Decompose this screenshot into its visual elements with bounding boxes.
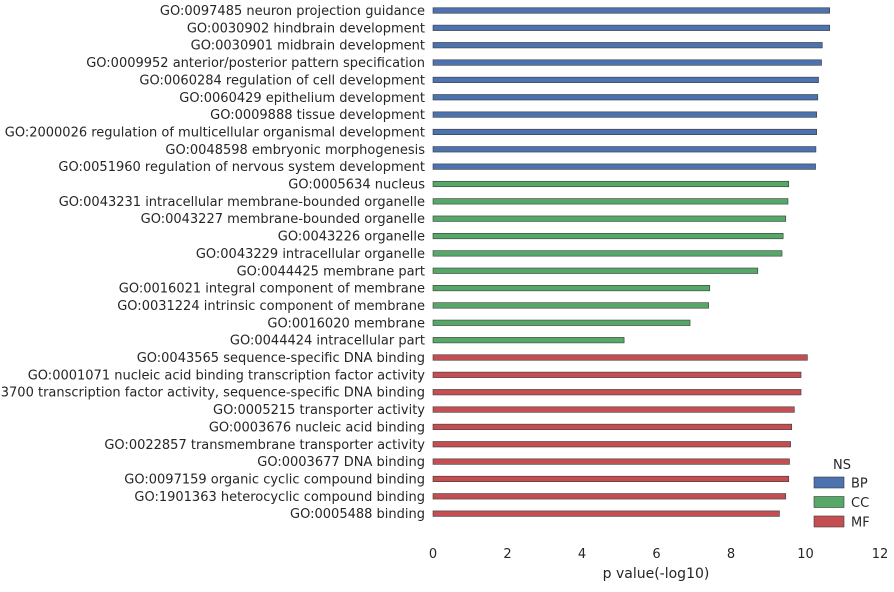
x-tick-label: 6: [652, 547, 660, 562]
category-label: GO:0051960 regulation of nervous system …: [58, 160, 425, 175]
bar-cc: [432, 198, 789, 205]
bar-mf: [432, 458, 790, 465]
bar-mf: [432, 354, 808, 361]
bar-mf: [432, 406, 795, 413]
bar-cc: [432, 302, 709, 309]
x-tick-label: 8: [727, 547, 735, 562]
bar-mf: [432, 510, 780, 517]
category-label: GO:0005488 binding: [290, 507, 425, 522]
legend: NS BP CC MF: [813, 458, 870, 531]
category-label: GO:0097485 neuron projection guidance: [160, 4, 425, 19]
bar-bp: [432, 7, 831, 14]
legend-label-bp: BP: [851, 477, 868, 492]
category-label: GO:0016021 integral component of membran…: [119, 282, 425, 297]
category-label: GO:1901363 heterocyclic compound binding: [134, 490, 425, 505]
legend-swatch-cc: [813, 496, 845, 508]
category-label: GO:0009888 tissue development: [210, 108, 425, 123]
bar-mf: [432, 475, 790, 483]
bar-cc: [432, 180, 790, 188]
bar-bp: [432, 24, 831, 31]
bar-cc: [432, 233, 784, 240]
category-label: GO:0044425 membrane part: [237, 264, 425, 279]
category-label: GO:0060284 regulation of cell developmen…: [139, 73, 425, 88]
legend-label-cc: CC: [851, 496, 869, 511]
category-label: GO:0044424 intracellular part: [230, 334, 425, 349]
category-label: GO:0060429 epithelium development: [179, 91, 425, 106]
legend-swatch-mf: [813, 515, 845, 528]
category-label: GO:0048598 embryonic morphogenesis: [165, 143, 425, 158]
category-label: GO:0005634 nucleus: [288, 178, 425, 193]
category-label: GO:0003677 DNA binding: [257, 455, 425, 470]
x-tick-label: 12: [872, 547, 889, 562]
category-labels-layer: GO:0097485 neuron projection guidance GO:…: [0, 4, 425, 522]
x-axis: 0 2 4 6 8 10 12: [429, 547, 888, 562]
bar-mf: [432, 493, 787, 500]
category-label: GO:0001071 nucleic acid binding transcri…: [28, 368, 426, 383]
category-label: GO:0022857 transmembrane transporter act…: [104, 438, 425, 453]
category-label: GO:2000026 regulation of multicellular o…: [5, 125, 425, 140]
bar-cc: [432, 319, 691, 326]
x-tick-label: 4: [578, 547, 586, 562]
bar-cc: [432, 215, 787, 222]
bar-mf: [432, 389, 802, 396]
bar-bp: [432, 163, 816, 170]
category-label: GO:0003700 transcription factor activity…: [0, 386, 425, 401]
bar-bp: [432, 59, 822, 66]
legend-label-mf: MF: [851, 516, 870, 531]
bar-bp: [432, 111, 817, 118]
category-label: GO:0031224 intrinsic component of membra…: [117, 299, 425, 314]
category-label: GO:0030902 hindbrain development: [187, 21, 425, 36]
bars-layer: [432, 7, 831, 517]
x-axis-title: p value(-log10): [603, 566, 710, 582]
category-label: GO:0030901 midbrain development: [191, 39, 425, 54]
category-label: GO:0009952 anterior/posterior pattern sp…: [86, 56, 425, 71]
bar-cc: [432, 337, 625, 344]
category-label: GO:0043227 membrane-bounded organelle: [141, 212, 425, 227]
bar-cc: [432, 285, 711, 292]
bar-bp: [432, 146, 817, 153]
legend-title: NS: [833, 458, 851, 473]
bar-bp: [432, 76, 819, 83]
bar-bp: [432, 42, 823, 49]
category-label: GO:0043229 intracellular organelle: [196, 247, 425, 262]
x-tick-label: 2: [503, 547, 511, 562]
x-tick-label: 0: [429, 547, 437, 562]
category-label: GO:0043226 organelle: [278, 230, 425, 245]
bar-mf: [432, 423, 793, 430]
bar-bp: [432, 128, 817, 135]
bar-cc: [432, 267, 759, 274]
bar-bp: [432, 94, 819, 101]
category-label: GO:0016020 membrane: [267, 316, 425, 331]
bar-mf: [432, 371, 802, 378]
bar-mf: [432, 441, 791, 448]
legend-swatch-bp: [813, 476, 845, 489]
category-label: GO:0005215 transporter activity: [213, 403, 425, 418]
category-label: GO:0097159 organic cyclic compound bindi…: [124, 472, 425, 487]
category-label: GO:0043231 intracellular membrane-bounde…: [59, 195, 425, 210]
bar-cc: [432, 250, 783, 257]
category-label: GO:0043565 sequence-specific DNA binding: [137, 351, 425, 366]
x-tick-label: 10: [797, 547, 814, 562]
category-label: GO:0003676 nucleic acid binding: [209, 420, 425, 435]
